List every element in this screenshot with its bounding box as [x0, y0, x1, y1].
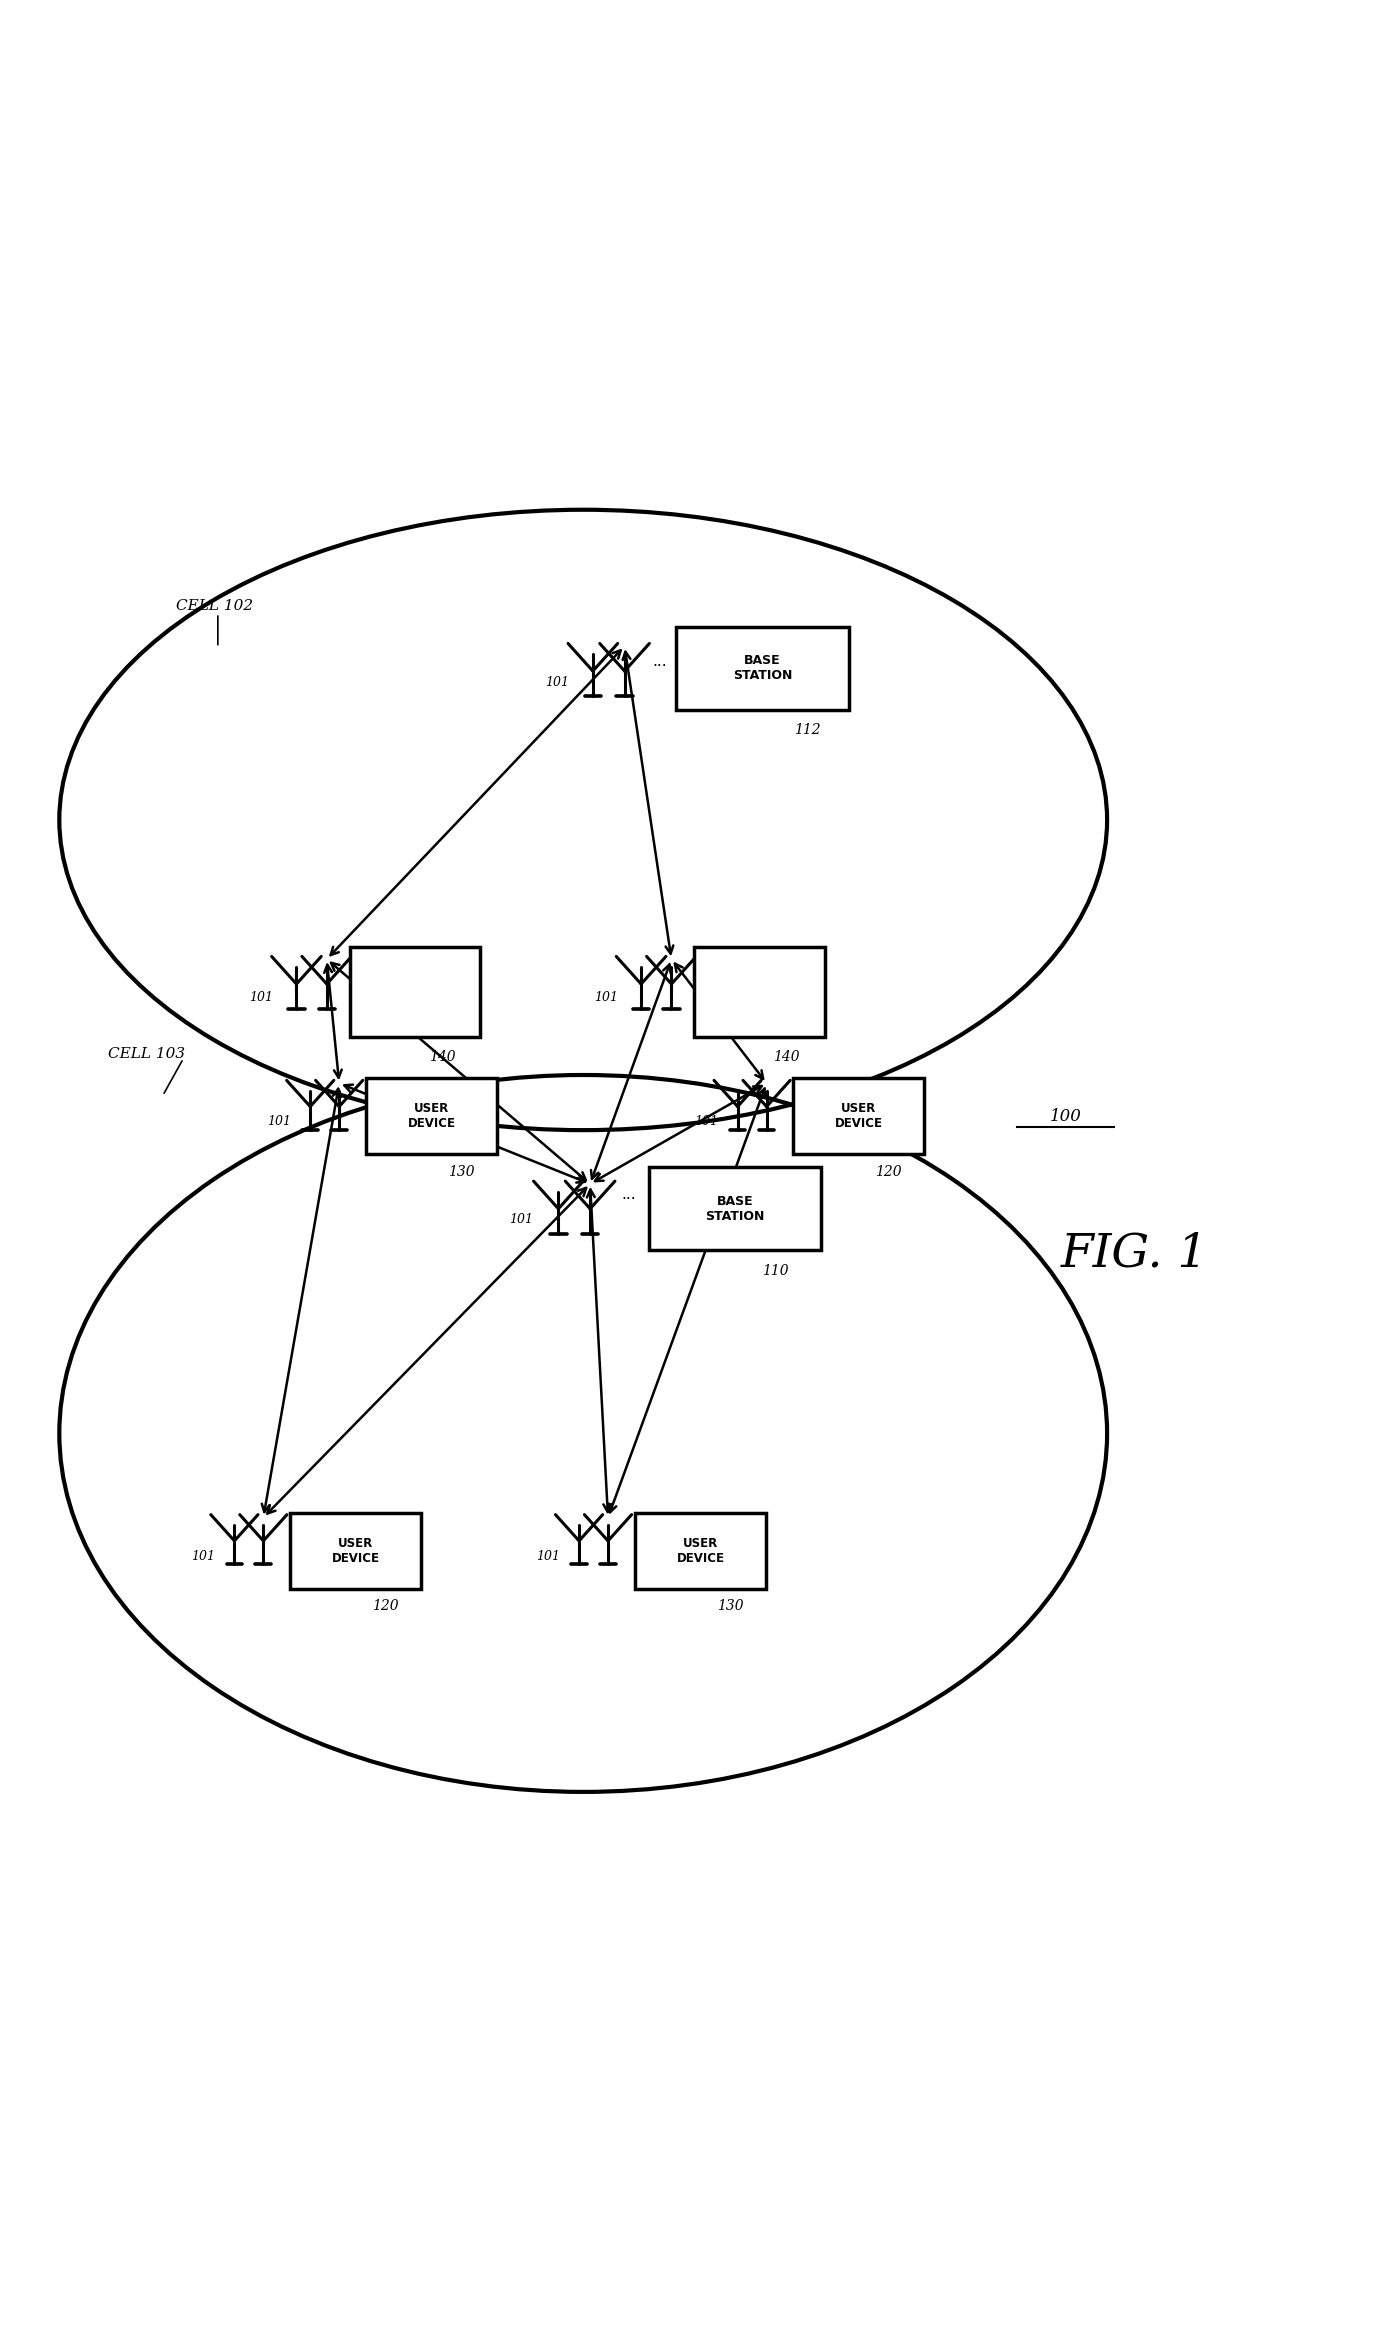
Text: 101: 101: [695, 1115, 718, 1129]
Text: 112: 112: [795, 724, 821, 738]
Bar: [677, 628, 849, 710]
Text: FIG. 1: FIG. 1: [1061, 1232, 1208, 1277]
Text: 110: 110: [763, 1263, 789, 1277]
Text: ...: ...: [652, 654, 667, 668]
Text: 120: 120: [875, 1164, 902, 1179]
Text: 101: 101: [191, 1549, 215, 1563]
Bar: [649, 1167, 821, 1251]
Bar: [366, 1078, 497, 1155]
Text: 101: 101: [509, 1214, 534, 1225]
Text: CELL 102: CELL 102: [176, 600, 254, 614]
Text: USER
DEVICE: USER DEVICE: [408, 1101, 455, 1129]
Text: 101: 101: [535, 1549, 560, 1563]
Text: BASE
STATION: BASE STATION: [705, 1195, 764, 1223]
Text: USER
DEVICE: USER DEVICE: [677, 1537, 724, 1565]
Text: 130: 130: [448, 1164, 474, 1179]
Text: USER
DEVICE: USER DEVICE: [835, 1101, 884, 1129]
Bar: [793, 1078, 924, 1155]
Text: 140: 140: [429, 1050, 455, 1064]
Text: 101: 101: [594, 991, 617, 1005]
Text: 140: 140: [774, 1050, 800, 1064]
Text: 130: 130: [717, 1598, 743, 1612]
Text: CELL 103: CELL 103: [108, 1047, 184, 1061]
Text: ...: ...: [621, 1188, 637, 1202]
Text: 120: 120: [372, 1598, 399, 1612]
Text: 101: 101: [250, 991, 273, 1005]
Bar: [694, 947, 825, 1038]
Bar: [290, 1514, 422, 1589]
Bar: [635, 1514, 766, 1589]
Text: 100: 100: [1050, 1108, 1082, 1125]
Text: 101: 101: [266, 1115, 291, 1129]
Text: 101: 101: [545, 675, 570, 689]
Text: BASE
STATION: BASE STATION: [732, 654, 792, 682]
Bar: [350, 947, 480, 1038]
Text: USER
DEVICE: USER DEVICE: [331, 1537, 380, 1565]
